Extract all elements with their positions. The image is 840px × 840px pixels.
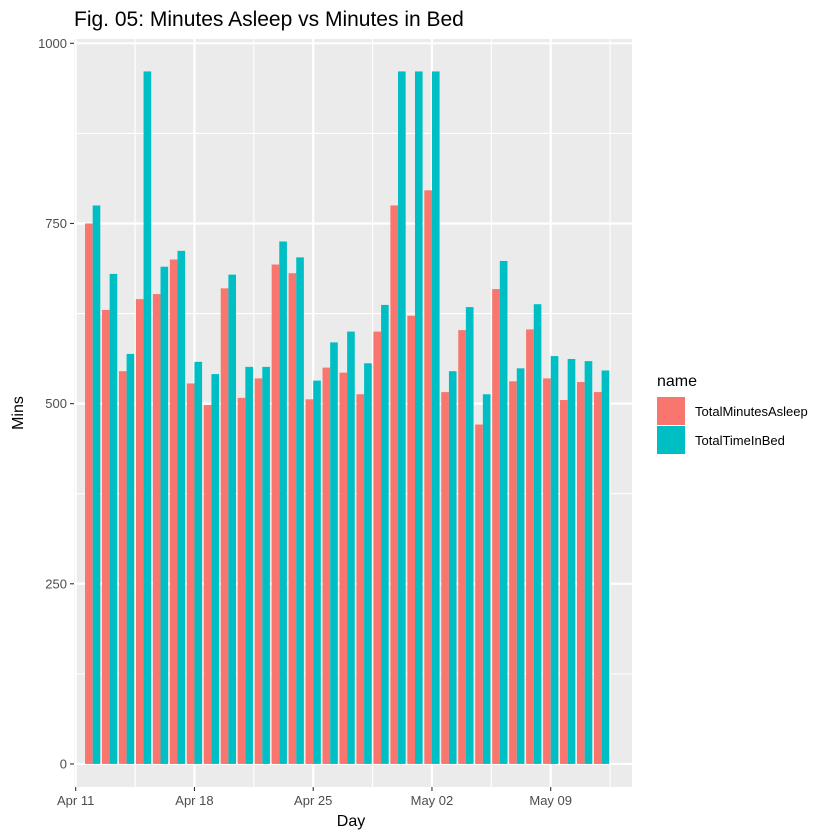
y-axis-title: Mins [10, 396, 27, 430]
y-tick-label: 0 [60, 756, 67, 771]
bar-totaltimeinbed-2016-04-15 [143, 71, 152, 764]
legend-title: name [657, 373, 697, 390]
bar-totalminutesasleep-2016-04-18 [186, 383, 195, 764]
bar-totaltimeinbed-2016-05-04 [465, 307, 474, 764]
legend-key-asleep [657, 397, 685, 425]
bar-totalminutesasleep-2016-05-04 [458, 330, 466, 764]
bar-totaltimeinbed-2016-05-12 [601, 370, 610, 764]
bar-totalminutesasleep-2016-04-20 [220, 288, 229, 764]
bar-totaltimeinbed-2016-04-20 [228, 274, 237, 764]
bar-totaltimeinbed-2016-04-12 [92, 205, 101, 764]
bar-totaltimeinbed-2016-04-22 [262, 366, 270, 764]
x-tick-label: Apr 18 [175, 793, 213, 808]
bar-totalminutesasleep-2016-04-25 [305, 399, 314, 764]
bar-totalminutesasleep-2016-05-12 [593, 392, 602, 764]
bar-totalminutesasleep-2016-04-15 [135, 299, 144, 764]
x-axis: Apr 11 Apr 18 Apr 25 May 02 May 09 [57, 787, 572, 808]
bar-totaltimeinbed-2016-04-19 [211, 374, 220, 764]
bar-totalminutesasleep-2016-04-19 [203, 405, 212, 764]
bar-totaltimeinbed-2016-04-13 [109, 273, 118, 764]
bar-totaltimeinbed-2016-05-02 [431, 71, 440, 764]
bar-totalminutesasleep-2016-04-24 [288, 273, 297, 764]
bar-totaltimeinbed-2016-05-03 [448, 371, 457, 764]
bar-totaltimeinbed-2016-04-26 [330, 342, 338, 764]
bars [85, 71, 610, 764]
bar-totalminutesasleep-2016-05-06 [492, 289, 500, 764]
bar-totalminutesasleep-2016-04-29 [373, 331, 382, 764]
bar-totaltimeinbed-2016-04-18 [194, 361, 203, 764]
bar-totaltimeinbed-2016-04-23 [279, 241, 287, 764]
y-axis: 0 250 500 750 1000 [38, 36, 74, 771]
bar-totalminutesasleep-2016-05-02 [424, 190, 432, 764]
bar-totaltimeinbed-2016-04-29 [381, 304, 389, 764]
bar-totalminutesasleep-2016-05-09 [543, 378, 551, 764]
bar-totaltimeinbed-2016-05-07 [516, 368, 525, 764]
bar-totalminutesasleep-2016-05-08 [526, 329, 534, 764]
bar-totalminutesasleep-2016-04-14 [118, 371, 127, 764]
legend-label-asleep: TotalMinutesAsleep [695, 404, 808, 419]
bar-totaltimeinbed-2016-04-30 [398, 71, 406, 764]
bar-totalminutesasleep-2016-04-21 [237, 397, 246, 764]
bar-totaltimeinbed-2016-04-21 [245, 366, 253, 764]
y-tick-label: 1000 [38, 36, 67, 51]
bar-totaltimeinbed-2016-04-14 [126, 353, 135, 764]
bar-totaltimeinbed-2016-04-17 [177, 250, 186, 764]
bar-totaltimeinbed-2016-04-25 [313, 380, 321, 764]
bar-totalminutesasleep-2016-04-28 [356, 394, 365, 764]
bar-totaltimeinbed-2016-04-24 [296, 257, 304, 764]
bar-totaltimeinbed-2016-05-10 [567, 358, 576, 764]
x-tick-label: Apr 11 [57, 793, 94, 808]
bar-totalminutesasleep-2016-05-05 [475, 424, 483, 764]
bar-totalminutesasleep-2016-04-23 [271, 264, 280, 764]
bar-totalminutesasleep-2016-04-12 [85, 223, 93, 764]
bar-totalminutesasleep-2016-05-03 [441, 392, 449, 764]
legend-key-timeinbed [657, 426, 685, 454]
legend: name TotalMinutesAsleep TotalTimeInBed [657, 373, 808, 454]
y-tick-label: 250 [45, 576, 67, 591]
bar-totalminutesasleep-2016-04-16 [152, 294, 161, 764]
y-tick-label: 750 [45, 216, 67, 231]
bar-totaltimeinbed-2016-05-06 [499, 260, 508, 764]
x-tick-label: Apr 25 [294, 793, 332, 808]
y-tick-label: 500 [45, 396, 67, 411]
bar-totalminutesasleep-2016-04-13 [101, 309, 110, 764]
x-tick-label: May 09 [529, 793, 572, 808]
bar-totaltimeinbed-2016-05-08 [533, 304, 542, 764]
bar-totaltimeinbed-2016-04-28 [364, 363, 372, 764]
legend-label-timeinbed: TotalTimeInBed [695, 433, 785, 448]
bar-totalminutesasleep-2016-05-10 [560, 400, 568, 764]
bar-totaltimeinbed-2016-04-27 [347, 331, 355, 764]
bar-totaltimeinbed-2016-05-01 [414, 71, 423, 764]
bar-totalminutesasleep-2016-05-01 [407, 315, 415, 764]
bar-totaltimeinbed-2016-05-11 [584, 361, 593, 764]
x-tick-label: May 02 [411, 793, 454, 808]
bar-totalminutesasleep-2016-05-11 [577, 382, 585, 764]
x-axis-title: Day [337, 813, 365, 830]
bar-totalminutesasleep-2016-04-26 [322, 367, 331, 764]
bar-totalminutesasleep-2016-05-07 [509, 381, 517, 764]
chart-title: Fig. 05: Minutes Asleep vs Minutes in Be… [74, 8, 464, 31]
bar-totalminutesasleep-2016-04-27 [339, 372, 348, 764]
bar-totaltimeinbed-2016-05-05 [482, 394, 491, 764]
bar-totalminutesasleep-2016-04-22 [254, 378, 263, 764]
bar-totaltimeinbed-2016-05-09 [550, 356, 559, 764]
bar-totalminutesasleep-2016-04-17 [169, 259, 178, 764]
bar-totaltimeinbed-2016-04-16 [160, 266, 169, 764]
bar-totalminutesasleep-2016-04-30 [390, 205, 399, 764]
